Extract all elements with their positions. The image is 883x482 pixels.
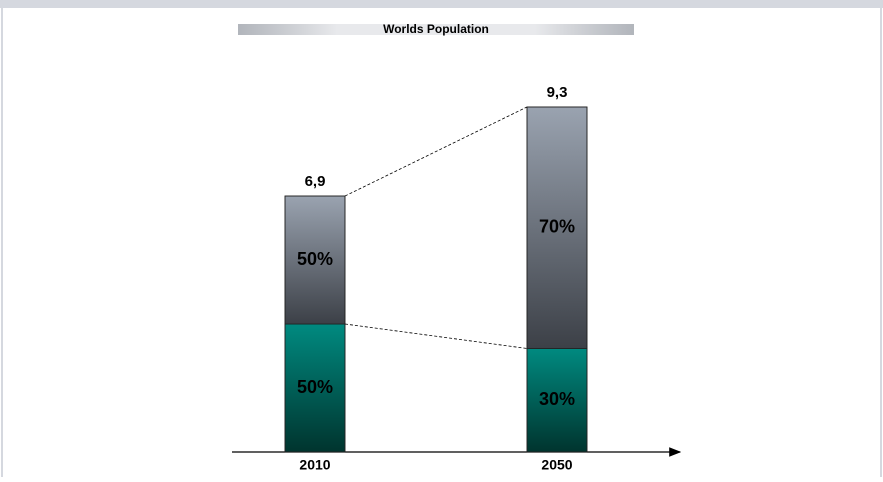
total-label: 6,9 [305,173,326,190]
segment-label: 50% [297,249,333,269]
x-tick-label: 2010 [299,457,330,473]
total-label: 9,3 [547,84,568,101]
title-band [238,24,634,35]
bar-segment [526,106,588,349]
x-tick-label: 2050 [541,457,572,473]
bar-segment [284,323,346,453]
segment-label: 70% [539,216,575,236]
connector [344,323,528,349]
connector [344,106,528,197]
top-bar [0,0,883,8]
bar-total [526,106,588,453]
segment-label: 50% [297,377,333,397]
chart-title: Worlds Population [383,22,489,36]
segment-label: 30% [539,389,575,409]
